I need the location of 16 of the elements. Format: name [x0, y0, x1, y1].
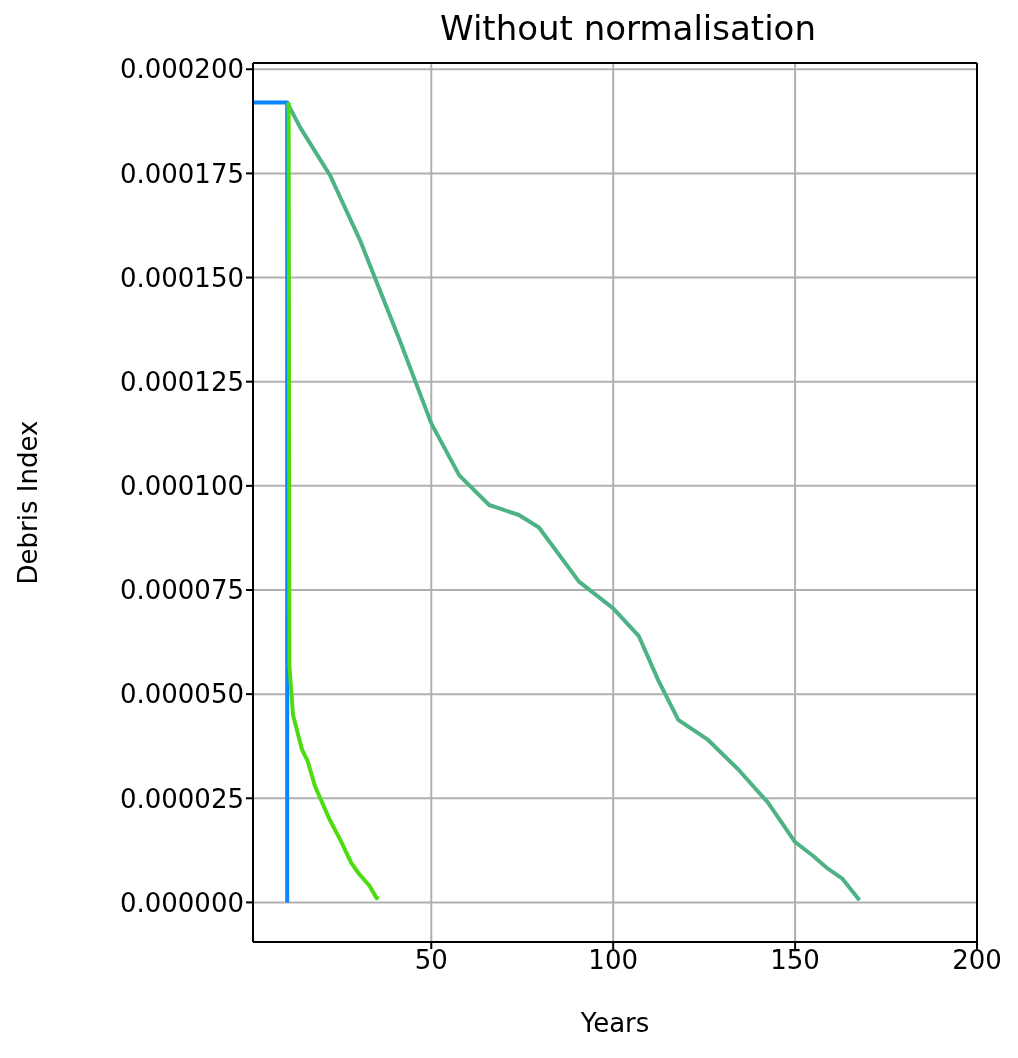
y-tick-label: 0.000025 — [119, 783, 244, 814]
x-tick-label: 50 — [414, 945, 448, 976]
x-axis-title: Years — [579, 1008, 650, 1038]
y-tick-label: 0.000200 — [119, 54, 244, 85]
y-tick-label: 0.000000 — [119, 887, 244, 918]
x-tick-label: 200 — [952, 945, 1002, 976]
y-tick-label: 0.000075 — [119, 575, 244, 606]
y-tick-label: 0.000100 — [119, 471, 244, 502]
y-tick-label: 0.000050 — [119, 679, 244, 710]
y-tick-label: 0.000175 — [119, 158, 244, 189]
chart-title: Without normalisation — [439, 8, 817, 48]
y-tick-label: 0.000150 — [119, 262, 244, 293]
x-tick-label: 150 — [770, 945, 820, 976]
y-axis-title: Debris Index — [13, 420, 44, 585]
y-tick-label: 0.000125 — [119, 366, 244, 397]
x-tick-label: 100 — [588, 945, 638, 976]
